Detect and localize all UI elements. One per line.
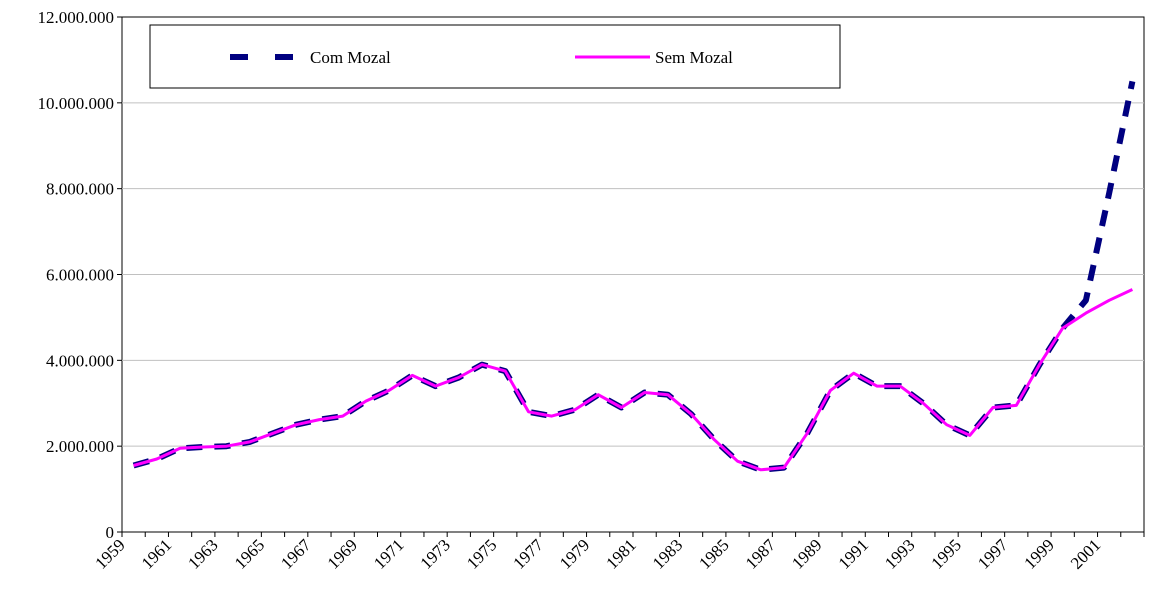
x-tick-label: 1993 xyxy=(881,535,918,572)
x-tick-label: 1967 xyxy=(277,535,315,573)
x-tick-label: 1989 xyxy=(788,535,825,572)
legend-label: Sem Mozal xyxy=(655,48,733,67)
x-tick-label: 1987 xyxy=(742,535,780,573)
x-tick-label: 1965 xyxy=(231,535,268,572)
x-tick-label: 2001 xyxy=(1067,535,1104,572)
x-tick-label: 1961 xyxy=(138,535,175,572)
x-tick-label: 1975 xyxy=(463,535,500,572)
x-tick-label: 1973 xyxy=(417,535,454,572)
x-tick-label: 1963 xyxy=(184,535,221,572)
x-tick-label: 1977 xyxy=(509,535,547,573)
y-tick-label: 8.000.000 xyxy=(46,180,114,199)
series-line xyxy=(133,288,1134,472)
legend-label: Com Mozal xyxy=(310,48,391,67)
x-tick-label: 1997 xyxy=(974,535,1012,573)
x-tick-label: 1985 xyxy=(695,535,732,572)
y-tick-label: 4.000.000 xyxy=(46,351,114,370)
y-tick-label: 10.000.000 xyxy=(38,94,115,113)
x-tick-label: 1959 xyxy=(91,535,128,572)
y-tick-label: 0 xyxy=(106,523,115,542)
y-tick-label: 12.000.000 xyxy=(38,8,115,27)
lines xyxy=(132,80,1136,473)
series-line xyxy=(132,80,1136,473)
x-tick-label: 1991 xyxy=(835,535,872,572)
legend xyxy=(149,24,841,89)
x-tick-label: 1971 xyxy=(370,535,407,572)
y-tick-label: 6.000.000 xyxy=(46,266,114,285)
x-tick-label: 1979 xyxy=(556,535,593,572)
x-tick-label: 1969 xyxy=(324,535,361,572)
y-tick-label: 2.000.000 xyxy=(46,437,114,456)
x-tick-label: 1981 xyxy=(602,535,639,572)
x-tick-label: 1995 xyxy=(928,535,965,572)
grid: 0 2.000.000 4.000.000 6.000.000 8.000.000 10.… xyxy=(38,8,1145,573)
x-tick-label: 1983 xyxy=(649,535,686,572)
x-tick-label: 1999 xyxy=(1020,535,1057,572)
